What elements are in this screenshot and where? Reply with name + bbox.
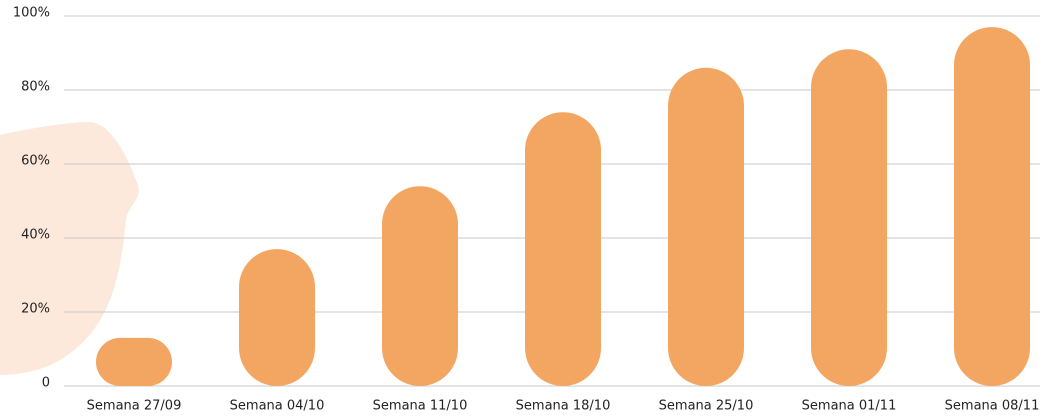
bar xyxy=(96,337,172,386)
x-tick-label: Semana 08/11 xyxy=(945,399,1040,414)
x-tick-label: Semana 04/10 xyxy=(230,399,325,414)
x-tick-label: Semana 11/10 xyxy=(373,399,468,414)
x-tick-label: Semana 18/10 xyxy=(516,399,611,414)
x-tick-label: Semana 25/10 xyxy=(659,399,754,414)
y-tick-label: 40% xyxy=(21,228,50,243)
y-tick-label: 60% xyxy=(21,154,50,169)
bar xyxy=(811,49,887,387)
x-tick-label: Semana 27/09 xyxy=(87,399,182,414)
y-tick-label: 80% xyxy=(21,80,50,95)
bar xyxy=(382,186,458,386)
y-tick-label: 0 xyxy=(42,376,50,391)
bar xyxy=(954,27,1030,386)
bar xyxy=(668,67,744,387)
x-tick-label: Semana 01/11 xyxy=(802,399,897,414)
y-tick-label: 20% xyxy=(21,302,50,317)
y-tick-label: 100% xyxy=(13,6,50,21)
bar xyxy=(525,112,601,386)
bar xyxy=(239,249,315,386)
